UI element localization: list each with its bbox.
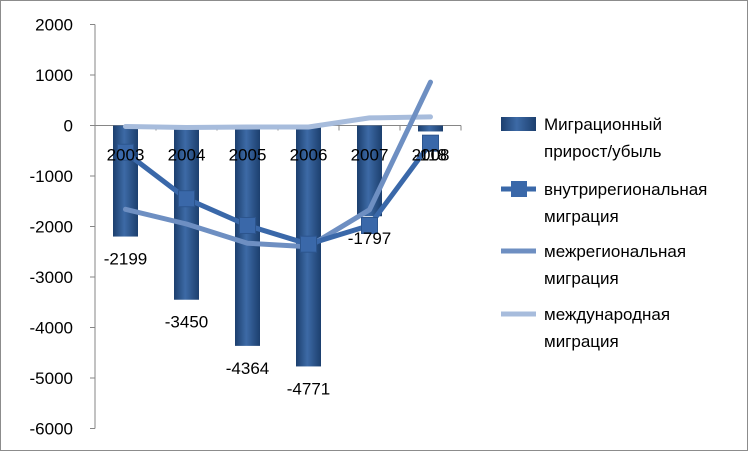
bar-data-label: -118 [414, 146, 447, 165]
legend-swatch-net-migration [501, 117, 536, 131]
legend-label-net-migration: прирост/убыль [544, 142, 662, 161]
line-interregional [123, 79, 433, 250]
bar-data-label: -1797 [348, 229, 391, 248]
marker-intraregional-2005 [239, 216, 256, 234]
line-intraregional [123, 140, 433, 247]
bar-data-label: -2199 [104, 250, 147, 269]
x-category-label: 2006 [290, 146, 328, 165]
x-category-label: 2003 [107, 146, 145, 165]
y-tick-label: -6000 [30, 420, 73, 439]
y-tick-label: -2000 [30, 218, 73, 237]
bar-data-label: -4364 [226, 359, 269, 378]
y-tick-label: -3000 [30, 268, 73, 287]
legend-label-interregional: миграция [544, 269, 619, 288]
line-international [123, 114, 433, 130]
x-category-label: 2007 [351, 146, 389, 165]
y-tick-label: 1000 [35, 66, 73, 85]
legend-label-international: международная [544, 305, 670, 324]
marker-intraregional-2003 [117, 143, 134, 161]
legend-label-net-migration: Миграционный [544, 115, 662, 134]
bar-data-label: -3450 [165, 313, 208, 332]
x-category-label: 2008 [412, 146, 450, 165]
legend-label-international: миграция [544, 332, 619, 351]
legend-label-intraregional: внутрирегиональная [544, 180, 707, 199]
x-category-label: 2005 [229, 146, 267, 165]
y-tick-label: 2000 [35, 16, 73, 35]
y-tick-label: 0 [64, 117, 73, 136]
y-tick-label: -5000 [30, 369, 73, 388]
bar-2008 [418, 125, 443, 132]
marker-intraregional-2004 [178, 190, 195, 208]
legend-label-interregional: межрегиональная [544, 242, 686, 261]
bar-2005 [235, 125, 260, 346]
legend-marker-intraregional [511, 181, 527, 197]
y-tick-label: -1000 [30, 167, 73, 186]
bar-data-label: -4771 [287, 379, 330, 398]
bar-2007 [357, 125, 382, 217]
marker-intraregional-2008 [422, 134, 439, 152]
x-category-label: 2004 [168, 146, 206, 165]
legend-label-intraregional: миграция [544, 207, 619, 226]
bar-2004 [174, 125, 199, 300]
y-tick-label: -4000 [30, 319, 73, 338]
bar-2003 [113, 125, 138, 237]
marker-intraregional-2006 [300, 235, 317, 253]
marker-intraregional-2007 [361, 216, 378, 234]
